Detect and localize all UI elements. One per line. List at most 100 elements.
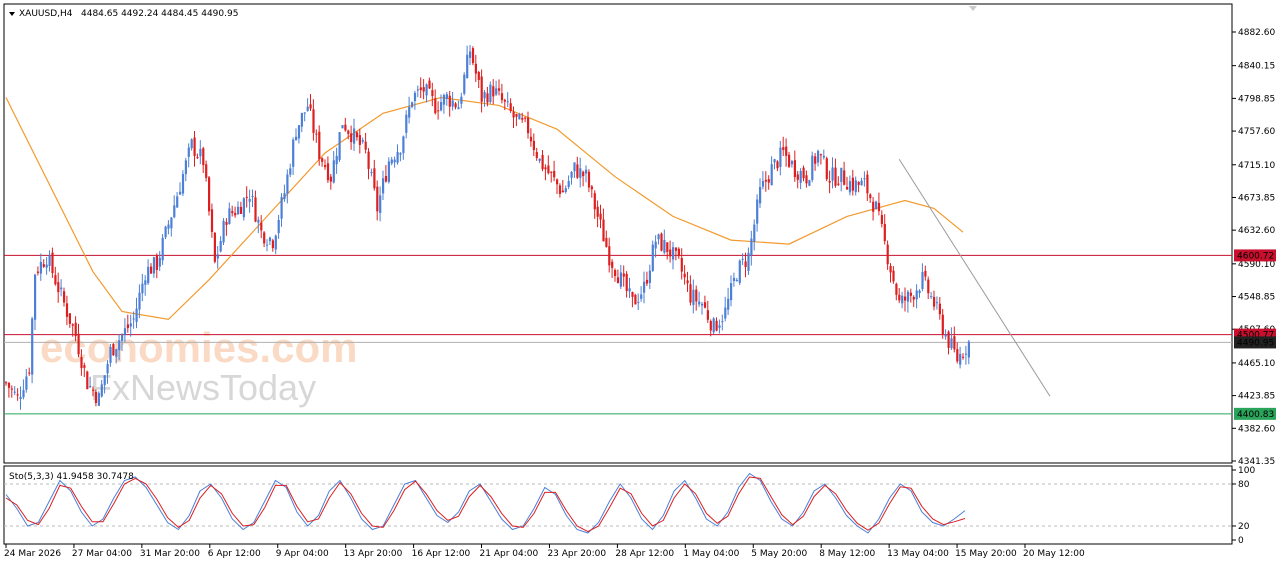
candle-body <box>257 219 260 223</box>
symbol-label[interactable]: XAUUSD,H4 <box>19 9 73 19</box>
candle-body <box>556 179 559 185</box>
candle-body <box>683 273 686 278</box>
candle-body <box>532 140 535 150</box>
candle-body <box>292 139 295 167</box>
candle-body <box>60 287 63 290</box>
candle-body <box>112 343 115 356</box>
watermark-line1: economies.com <box>40 324 357 371</box>
candle-body <box>173 205 176 218</box>
candle-body <box>834 167 837 186</box>
candle-body <box>274 235 277 250</box>
candle-body <box>538 158 541 161</box>
candle-body <box>698 301 701 305</box>
ohlc-readout: 4484.65 4492.24 4484.45 4490.95 <box>81 9 238 19</box>
candle-body <box>695 289 698 302</box>
candle-body <box>434 98 437 114</box>
candle-body <box>222 220 225 243</box>
candle-body <box>187 147 190 157</box>
candle-body <box>370 172 373 174</box>
candle-body <box>155 255 158 270</box>
candle-body <box>619 272 622 287</box>
candle-body <box>254 197 257 222</box>
candle-body <box>248 198 251 202</box>
candle-body <box>341 125 344 129</box>
candle-body <box>318 131 321 160</box>
candle-body <box>547 165 550 174</box>
watermark: economies.com FxNewsToday <box>40 324 357 408</box>
candle-body <box>579 168 582 178</box>
level-lines <box>4 254 1232 415</box>
candle-body <box>277 219 280 234</box>
candle-body <box>550 171 553 173</box>
candle-body <box>727 298 730 310</box>
candle-body <box>181 174 185 194</box>
candle-body <box>811 155 814 181</box>
candle-body <box>872 201 875 212</box>
time-axis: 24 Mar 2026 27 Mar 04:00 31 Mar 20:00 6 Apr… <box>4 544 1085 559</box>
candle-body <box>788 154 791 167</box>
candle-body <box>875 201 878 210</box>
candle-body <box>390 159 393 164</box>
candle-body <box>724 307 727 319</box>
candle-body <box>135 308 138 322</box>
candle-body <box>924 270 927 277</box>
candle-body <box>161 237 164 261</box>
candle-body <box>266 244 269 246</box>
candle-body <box>303 112 306 114</box>
candle-body <box>776 161 779 169</box>
candle-body <box>28 372 31 374</box>
candle-body <box>216 254 219 259</box>
candle-body <box>123 328 127 335</box>
stoch-signal-line <box>5 476 966 533</box>
price-tick-label: 4548.85 <box>1238 293 1275 303</box>
candle-body <box>753 224 756 242</box>
candle-body <box>904 296 907 301</box>
candle-body <box>614 270 617 277</box>
candle-body <box>793 160 796 178</box>
candle-body <box>529 136 533 142</box>
candle-body <box>770 164 773 186</box>
candle-body <box>7 382 11 388</box>
candle-body <box>379 195 382 213</box>
time-tick-label: 5 May 20:00 <box>751 549 807 559</box>
candle-body <box>454 103 457 108</box>
candle-body <box>680 258 683 272</box>
candle-body <box>393 159 396 163</box>
candle-body <box>437 110 440 112</box>
stochastic-axis: 100 80 20 0 <box>1232 466 1255 546</box>
support-label-bg <box>1234 407 1276 420</box>
candle-body <box>527 117 530 134</box>
stochastic-layer <box>4 472 1232 534</box>
candle-body <box>703 302 707 308</box>
candle-body <box>80 357 83 369</box>
candle-body <box>474 63 477 74</box>
candle-body <box>231 211 234 214</box>
candle-body <box>428 80 431 89</box>
candle-body <box>732 277 736 282</box>
candle-body <box>660 233 663 251</box>
candle-body <box>622 273 625 277</box>
trendline-layer <box>898 159 1051 397</box>
candle-body <box>831 167 834 181</box>
candle-body <box>483 92 486 99</box>
candle-body <box>77 333 80 355</box>
symbol-dropdown-icon[interactable] <box>9 12 15 16</box>
scroll-marker-icon[interactable] <box>969 6 977 11</box>
candle-body <box>147 266 150 284</box>
candle-body <box>906 291 910 302</box>
price-tick-label: 4341.35 <box>1238 457 1275 467</box>
stoch-panel-frame <box>3 465 1233 545</box>
candle-body <box>669 249 672 257</box>
candle-body <box>637 301 640 303</box>
candle-body <box>45 264 48 268</box>
candle-body <box>570 172 573 178</box>
resistance-label-1: 4600.72 <box>1237 251 1274 261</box>
candle-body <box>440 101 443 111</box>
stoch-tick-label: 0 <box>1238 536 1244 546</box>
candle-body <box>941 314 944 335</box>
candle-body <box>851 177 854 191</box>
candle-body <box>912 297 915 300</box>
candle-body <box>57 282 60 293</box>
candle-body <box>413 92 417 102</box>
